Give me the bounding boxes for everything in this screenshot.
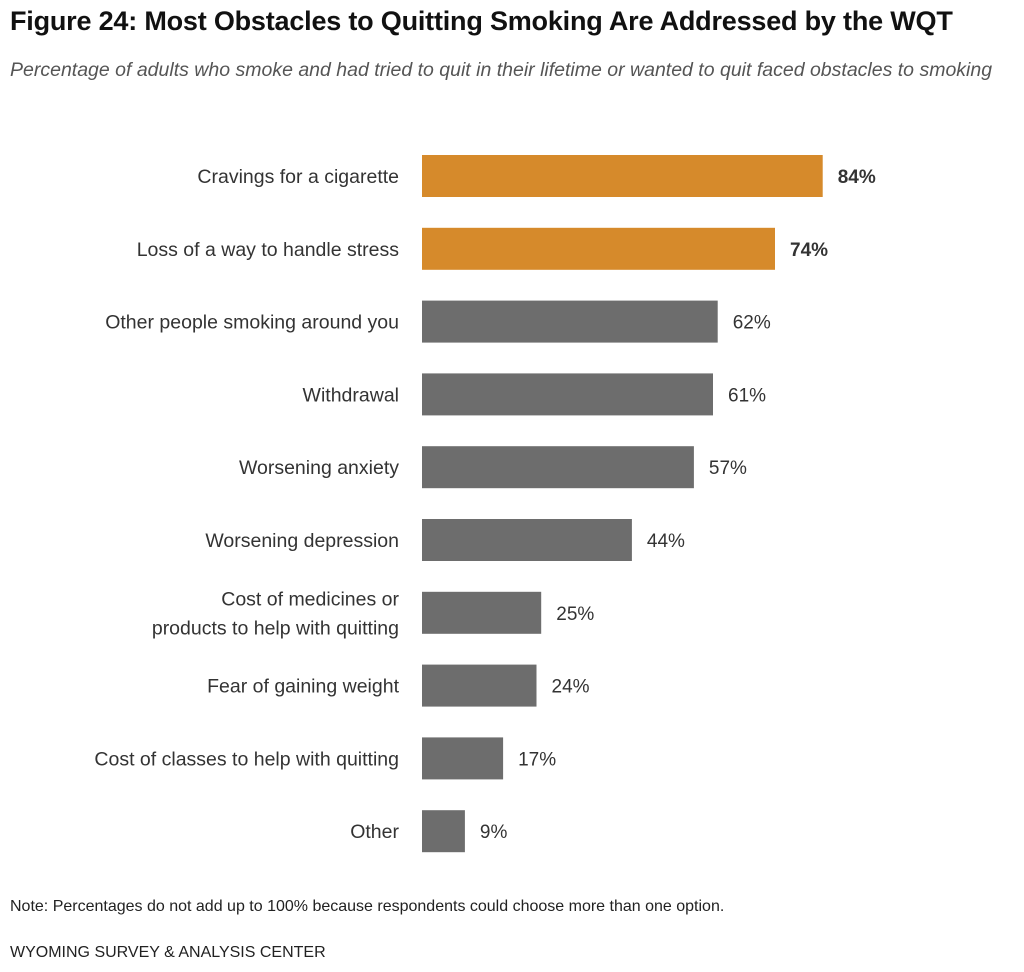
value-label-8: 17% bbox=[518, 749, 556, 770]
chart-note: Note: Percentages do not add up to 100% … bbox=[10, 898, 725, 915]
value-label-3: 61% bbox=[728, 385, 766, 406]
category-label-7: Fear of gaining weight bbox=[207, 676, 399, 698]
value-label-0: 84% bbox=[838, 167, 876, 188]
chart-subtitle: Percentage of adults who smoke and had t… bbox=[10, 59, 993, 81]
bar-6 bbox=[422, 591, 542, 634]
bar-0 bbox=[422, 155, 823, 197]
bar-1 bbox=[422, 227, 775, 270]
category-label-4: Worsening anxiety bbox=[239, 457, 399, 479]
bar-chart: 84% Cravings for a cigarette 74% Loss of a … bbox=[94, 155, 876, 853]
bar-9 bbox=[422, 810, 465, 853]
bar-4 bbox=[422, 446, 694, 489]
bar-7 bbox=[422, 664, 537, 707]
category-label-1: Loss of a way to handle stress bbox=[137, 239, 400, 261]
value-label-7: 24% bbox=[552, 677, 590, 698]
value-label-1: 74% bbox=[790, 240, 828, 261]
category-label-9: Other bbox=[350, 821, 399, 843]
value-label-4: 57% bbox=[709, 458, 747, 479]
chart-title: Figure 24: Most Obstacles to Quitting Sm… bbox=[10, 6, 953, 36]
value-label-2: 62% bbox=[733, 313, 771, 334]
bar-8 bbox=[422, 737, 504, 780]
bar-3 bbox=[422, 373, 713, 416]
category-label-8: Cost of classes to help with quitting bbox=[94, 748, 399, 770]
source-credit: WYOMING SURVEY & ANALYSIS CENTER bbox=[10, 944, 326, 961]
category-label-2: Other people smoking around you bbox=[105, 312, 399, 334]
category-label-6-line-1: products to help with quitting bbox=[152, 617, 399, 639]
value-label-5: 44% bbox=[647, 531, 685, 552]
bar-2 bbox=[422, 300, 718, 343]
category-label-6-line-0: Cost of medicines or bbox=[221, 588, 399, 610]
value-label-9: 9% bbox=[480, 822, 508, 843]
category-label-0: Cravings for a cigarette bbox=[197, 166, 399, 188]
category-label-3: Withdrawal bbox=[303, 384, 399, 406]
value-label-6: 25% bbox=[556, 604, 594, 625]
category-label-5: Worsening depression bbox=[205, 530, 399, 552]
bar-5 bbox=[422, 519, 632, 561]
